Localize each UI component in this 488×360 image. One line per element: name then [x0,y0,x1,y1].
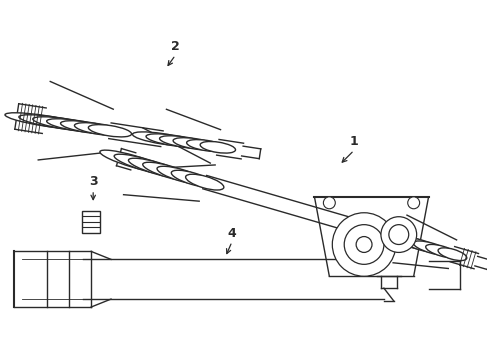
Ellipse shape [186,140,226,152]
Ellipse shape [171,170,214,187]
Ellipse shape [88,125,131,137]
Circle shape [344,225,383,264]
Circle shape [355,237,371,252]
Ellipse shape [173,138,218,150]
Circle shape [388,225,408,244]
Ellipse shape [185,174,224,190]
Text: 4: 4 [227,226,236,239]
Circle shape [332,213,395,276]
Ellipse shape [5,113,83,129]
Ellipse shape [142,162,195,181]
Ellipse shape [146,134,200,147]
Circle shape [323,197,335,209]
Ellipse shape [388,234,431,250]
Ellipse shape [33,117,99,131]
Ellipse shape [19,115,91,130]
Text: 2: 2 [171,40,180,53]
Ellipse shape [74,123,123,135]
Ellipse shape [114,154,176,175]
Text: 1: 1 [349,135,358,148]
Ellipse shape [400,238,440,253]
Ellipse shape [128,158,185,178]
Ellipse shape [412,241,449,255]
Ellipse shape [46,119,107,133]
Ellipse shape [375,230,423,247]
Ellipse shape [159,136,208,149]
Circle shape [380,217,416,252]
Ellipse shape [425,244,457,258]
Ellipse shape [157,166,204,184]
Ellipse shape [100,150,166,172]
Ellipse shape [200,141,235,153]
Ellipse shape [61,121,115,134]
Ellipse shape [132,132,191,145]
Circle shape [407,197,419,209]
Bar [82,211,100,233]
Ellipse shape [437,248,466,261]
Text: 3: 3 [89,175,97,188]
